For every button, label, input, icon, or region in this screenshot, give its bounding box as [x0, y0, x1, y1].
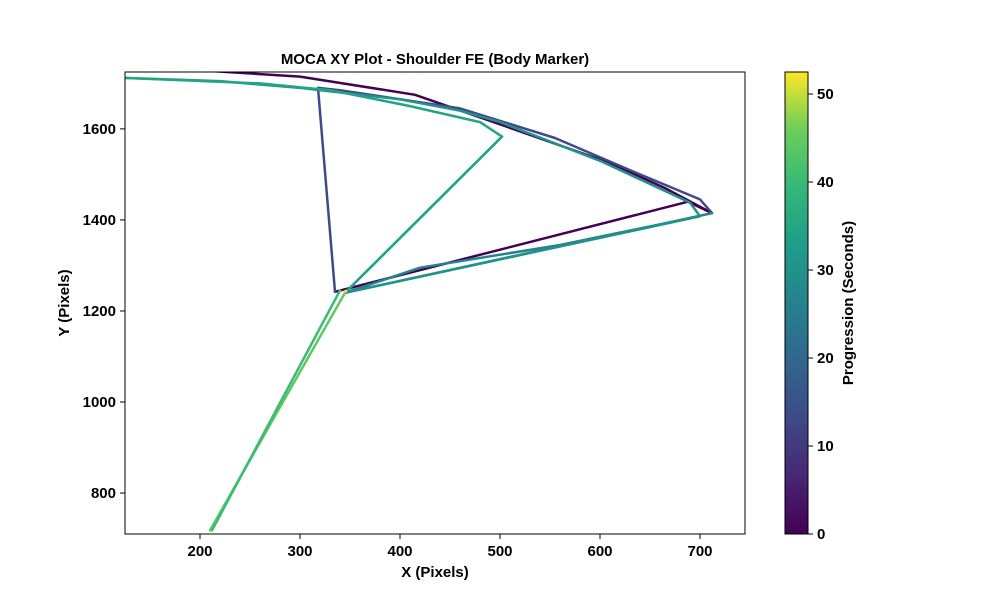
colorbar-tick-label: 20 [817, 350, 834, 367]
colorbar-tick-label: 50 [817, 86, 834, 103]
colorbar-ticks: 0 10 20 30 40 50 [808, 86, 834, 543]
y-tick-label: 1000 [83, 394, 116, 411]
x-tick-label: 700 [687, 543, 712, 560]
colorbar-label: Progression (Seconds) [840, 221, 857, 385]
plot-frame [124, 71, 746, 535]
y-tick-label: 1400 [83, 212, 116, 229]
series-line-7 [343, 289, 348, 293]
x-axis-ticks: 200 300 400 500 600 700 [187, 534, 713, 560]
x-tick-label: 300 [287, 543, 312, 560]
y-axis-label: Y (Pixels) [56, 269, 73, 336]
chart-title: MOCA XY Plot - Shoulder FE (Body Marker) [281, 51, 589, 68]
series-line-0 [206, 72, 714, 294]
colorbar-tick-label: 40 [817, 174, 834, 191]
x-tick-label: 400 [387, 543, 412, 560]
series-layer [125, 72, 714, 532]
colorbar [784, 71, 809, 535]
x-tick-label: 500 [487, 543, 512, 560]
x-axis-label: X (Pixels) [401, 564, 469, 581]
colorbar-tick-label: 10 [817, 438, 834, 455]
x-tick-label: 200 [187, 543, 212, 560]
series-line-6 [210, 289, 342, 532]
colorbar-tick-label: 0 [817, 526, 825, 543]
series-line-3 [125, 76, 702, 295]
series-line-4 [125, 76, 504, 295]
y-tick-label: 1600 [83, 121, 116, 138]
y-axis-ticks: 800 1000 1200 1400 1600 [83, 121, 125, 502]
x-tick-label: 600 [587, 543, 612, 560]
colorbar-tick-label: 30 [817, 262, 834, 279]
y-tick-label: 1200 [83, 303, 116, 320]
y-tick-label: 800 [91, 485, 116, 502]
